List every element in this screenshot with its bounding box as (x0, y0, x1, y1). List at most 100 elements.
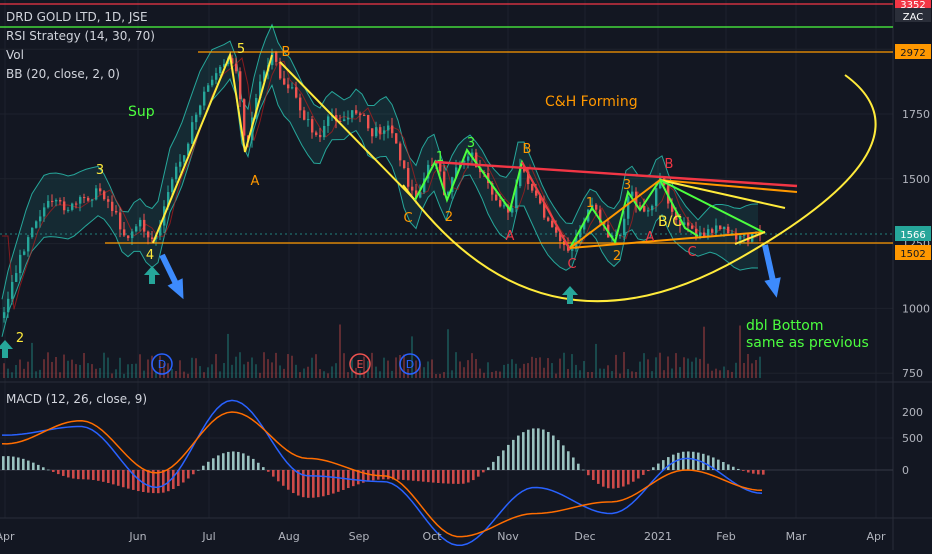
macd-histogram-bar[interactable] (722, 462, 725, 470)
candle-body[interactable] (319, 134, 322, 138)
macd-histogram-bar[interactable] (342, 470, 345, 490)
candle-body[interactable] (307, 119, 310, 121)
macd-histogram-bar[interactable] (212, 458, 215, 470)
macd-histogram-bar[interactable] (112, 470, 115, 485)
candle-body[interactable] (347, 117, 350, 120)
macd-histogram-bar[interactable] (437, 470, 440, 484)
macd-histogram-bar[interactable] (142, 470, 145, 492)
candle-body[interactable] (279, 61, 282, 79)
candle-body[interactable] (731, 233, 734, 235)
candle-body[interactable] (63, 201, 66, 211)
candle-body[interactable] (291, 87, 294, 89)
macd-histogram-bar[interactable] (127, 470, 130, 489)
macd-histogram-bar[interactable] (477, 470, 480, 477)
macd-histogram-bar[interactable] (282, 470, 285, 486)
candle-body[interactable] (639, 205, 642, 207)
candle-body[interactable] (3, 312, 6, 318)
candle-body[interactable] (303, 110, 306, 120)
macd-histogram-bar[interactable] (462, 470, 465, 484)
candle-body[interactable] (643, 205, 646, 212)
candle-body[interactable] (395, 133, 398, 144)
macd-histogram-bar[interactable] (2, 456, 5, 470)
macd-histogram-bar[interactable] (272, 470, 275, 477)
macd-histogram-bar[interactable] (652, 467, 655, 470)
candle-body[interactable] (371, 128, 374, 137)
macd-histogram-bar[interactable] (162, 470, 165, 493)
candle-body[interactable] (15, 273, 18, 282)
macd-histogram-bar[interactable] (607, 470, 610, 489)
macd-histogram-bar[interactable] (237, 451, 240, 470)
macd-histogram-bar[interactable] (547, 431, 550, 470)
macd-histogram-bar[interactable] (352, 470, 355, 487)
candle-body[interactable] (683, 222, 686, 225)
macd-histogram-bar[interactable] (312, 470, 315, 498)
macd-histogram-bar[interactable] (222, 453, 225, 470)
candle-body[interactable] (687, 222, 690, 226)
candle-body[interactable] (515, 186, 518, 209)
candle-body[interactable] (743, 234, 746, 236)
candle-body[interactable] (7, 298, 10, 313)
price-badge-1[interactable]: ZAC (903, 12, 924, 23)
candle-body[interactable] (51, 200, 54, 202)
macd-histogram-bar[interactable] (172, 470, 175, 489)
candle-body[interactable] (299, 97, 302, 111)
macd-histogram-bar[interactable] (657, 463, 660, 470)
macd-histogram-bar[interactable] (557, 440, 560, 470)
candle-body[interactable] (707, 229, 710, 238)
macd-histogram-bar[interactable] (512, 439, 515, 470)
macd-histogram-bar[interactable] (307, 470, 310, 498)
candle-body[interactable] (411, 186, 414, 191)
macd-histogram-bar[interactable] (182, 470, 185, 483)
macd-histogram-bar[interactable] (362, 470, 365, 483)
macd-histogram-bar[interactable] (92, 470, 95, 481)
candle-body[interactable] (367, 114, 370, 129)
macd-histogram-bar[interactable] (487, 467, 490, 470)
candle-body[interactable] (383, 130, 386, 134)
macd-histogram-bar[interactable] (57, 470, 60, 475)
candle-body[interactable] (399, 143, 402, 161)
candle-body[interactable] (471, 152, 474, 157)
candle-body[interactable] (359, 113, 362, 115)
macd-histogram-bar[interactable] (252, 458, 255, 470)
macd-histogram-bar[interactable] (247, 455, 250, 470)
macd-line[interactable] (1, 399, 763, 547)
candle-body[interactable] (219, 66, 222, 74)
candle-body[interactable] (715, 225, 718, 233)
macd-histogram-bar[interactable] (157, 470, 160, 494)
candle-body[interactable] (119, 212, 122, 230)
candle-body[interactable] (631, 191, 634, 197)
macd-histogram-bar[interactable] (302, 470, 305, 498)
macd-histogram-bar[interactable] (227, 451, 230, 470)
candle-body[interactable] (339, 121, 342, 123)
candle-body[interactable] (239, 71, 242, 100)
macd-histogram-bar[interactable] (627, 470, 630, 485)
macd-histogram-bar[interactable] (747, 470, 750, 473)
candle-body[interactable] (131, 231, 134, 239)
candle-body[interactable] (123, 229, 126, 236)
macd-signal-line[interactable] (1, 411, 763, 538)
candle-body[interactable] (711, 229, 714, 233)
macd-histogram-bar[interactable] (197, 469, 200, 471)
macd-histogram-bar[interactable] (187, 470, 190, 479)
macd-histogram-bar[interactable] (757, 470, 760, 475)
macd-histogram-bar[interactable] (452, 470, 455, 484)
candle-body[interactable] (211, 79, 214, 86)
candle-body[interactable] (67, 209, 70, 211)
candle-body[interactable] (467, 156, 470, 161)
candle-body[interactable] (407, 168, 410, 187)
candle-body[interactable] (403, 160, 406, 169)
candle-body[interactable] (191, 122, 194, 144)
candle-body[interactable] (675, 211, 678, 220)
candle-body[interactable] (183, 155, 186, 162)
macd-histogram-bar[interactable] (727, 464, 730, 470)
macd-histogram-bar[interactable] (527, 429, 530, 470)
candle-body[interactable] (327, 116, 330, 126)
candle-body[interactable] (599, 209, 602, 223)
price-badge-3[interactable]: 1566 (900, 230, 925, 241)
macd-histogram-bar[interactable] (612, 470, 615, 489)
candle-body[interactable] (655, 188, 658, 206)
macd-histogram-bar[interactable] (732, 466, 735, 470)
candle-body[interactable] (547, 217, 550, 221)
candle-body[interactable] (423, 178, 426, 193)
orange-triangle-lower[interactable] (569, 231, 766, 249)
